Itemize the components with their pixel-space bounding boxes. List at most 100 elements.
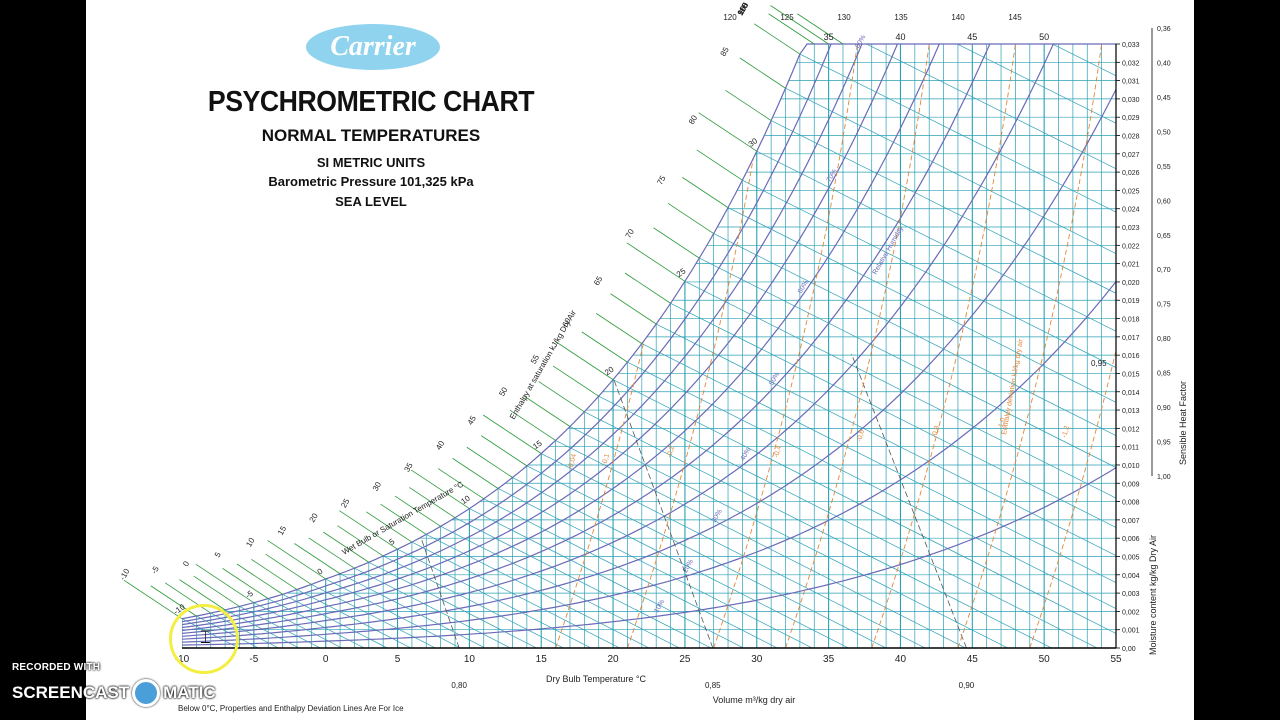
watermark-left: SCREENCAST bbox=[12, 683, 130, 702]
enthalpy-guide-line bbox=[466, 446, 513, 478]
y-tick-label: 0,027 bbox=[1122, 152, 1140, 159]
shf-tick-label: 0,55 bbox=[1157, 164, 1171, 171]
y-tick-label: 0,013 bbox=[1122, 408, 1140, 415]
cursor-highlight bbox=[169, 604, 239, 674]
enthalpy-guide-line bbox=[294, 543, 341, 575]
enthalpy-guide-line bbox=[339, 510, 398, 550]
psychrometric-chart: -10 -505101520253035404550556065707580859… bbox=[118, 1, 1188, 713]
y-tick-label: 0,031 bbox=[1122, 79, 1140, 86]
enthalpy-deviation-label: -0,2 bbox=[666, 445, 676, 459]
shf-axis-label: Sensible Heat Factor bbox=[1178, 381, 1188, 465]
enthalpy-guide-line bbox=[667, 202, 714, 234]
x-tick-label: 30 bbox=[751, 654, 763, 665]
relative-humidity-curve bbox=[182, 44, 1116, 629]
shf-tick-label: 0,60 bbox=[1157, 198, 1171, 205]
enthalpy-guide-line bbox=[653, 227, 700, 259]
top-x-tick-label: 45 bbox=[967, 32, 977, 42]
enthalpy-guide-line bbox=[251, 558, 298, 590]
enthalpy-tick-label: 85 bbox=[719, 45, 732, 58]
x-tick-label: 35 bbox=[823, 654, 835, 665]
enthalpy-top-label: 125 bbox=[780, 13, 794, 22]
enthalpy-tick-label: -5 bbox=[150, 564, 162, 575]
volume-line bbox=[597, 336, 714, 648]
rh-label: 10% bbox=[653, 599, 666, 615]
wet-bulb-line bbox=[555, 440, 966, 648]
carrier-logo: Carrier bbox=[306, 24, 440, 70]
shf-tick-label: 0,70 bbox=[1157, 267, 1171, 274]
wet-bulb-line bbox=[541, 453, 926, 648]
enthalpy-guide-line bbox=[411, 469, 470, 509]
enthalpy-tick-label: 25 bbox=[339, 497, 352, 510]
wet-bulb-line bbox=[656, 323, 1116, 648]
enthalpy-guide-line bbox=[682, 177, 729, 208]
enthalpy-guide-line bbox=[754, 23, 801, 55]
enthalpy-guide-line bbox=[482, 414, 542, 454]
enthalpy-tick-label: 20 bbox=[308, 511, 321, 524]
enthalpy-guide-line bbox=[193, 575, 240, 607]
enthalpy-top-label: 120 bbox=[723, 13, 737, 22]
x-tick-label: 5 bbox=[395, 654, 401, 665]
enthalpy-tick-label: 15 bbox=[276, 524, 289, 537]
enthalpy-tick-label: 30 bbox=[371, 480, 384, 493]
y-tick-label: 0,028 bbox=[1122, 134, 1140, 141]
wet-bulb-line bbox=[325, 578, 461, 648]
top-x-tick-label: 50 bbox=[1039, 32, 1049, 42]
enthalpy-guide-line bbox=[552, 365, 599, 397]
enthalpy-top-label: 145 bbox=[1008, 13, 1022, 22]
enthalpy-guide-line bbox=[524, 395, 571, 427]
y-tick-label: 0,017 bbox=[1122, 335, 1140, 342]
enthalpy-guide-line bbox=[437, 468, 484, 500]
enthalpy-guide-line bbox=[768, 13, 815, 45]
wet-bulb-axis-label: Wet Bulb or Saturation Temperature °C bbox=[341, 480, 466, 557]
y-tick-label: 0,011 bbox=[1122, 445, 1139, 452]
enthalpy-guide-line bbox=[366, 511, 413, 543]
y-tick-label: 0,009 bbox=[1122, 481, 1140, 488]
enthalpy-tick-label: 115 bbox=[736, 1, 750, 17]
wet-bulb-line bbox=[569, 426, 1008, 648]
shf-tick-label: 0,75 bbox=[1157, 302, 1171, 309]
y-tick-label: 0,008 bbox=[1122, 500, 1140, 507]
x-tick-label: -5 bbox=[249, 654, 258, 665]
wet-bulb-line bbox=[770, 120, 1116, 648]
relative-humidity-curve bbox=[182, 281, 1116, 643]
wet-bulb-line bbox=[727, 207, 1116, 648]
enthalpy-deviation-axis-label: Enthalpy deviation kJ/kg dry air bbox=[1001, 338, 1025, 435]
enthalpy-tick-label: 75 bbox=[655, 174, 668, 187]
y-tick-label: 0,002 bbox=[1122, 609, 1140, 616]
y-tick-label: 0,024 bbox=[1122, 207, 1140, 214]
footnote: Below 0°C, Properties and Enthalpy Devia… bbox=[178, 704, 404, 713]
enthalpy-guide-line bbox=[797, 13, 844, 45]
enthalpy-guide-line bbox=[595, 313, 643, 344]
enthalpy-guide-line bbox=[554, 340, 614, 380]
wet-bulb-line bbox=[612, 379, 1116, 648]
enthalpy-guide-line bbox=[123, 579, 183, 620]
volume-tick-label: 0,80 bbox=[451, 681, 467, 690]
wet-bulb-tick-label: 5 bbox=[388, 537, 397, 547]
enthalpy-guide-line bbox=[380, 503, 427, 535]
enthalpy-tick-label: 0 bbox=[181, 559, 191, 568]
shf-tick-label: 0,36 bbox=[1157, 26, 1171, 33]
x-tick-label: 50 bbox=[1039, 654, 1051, 665]
x-tick-label: 25 bbox=[679, 654, 691, 665]
enthalpy-scale-label: Enthalpy at saturation kJ/kg Dry Air bbox=[508, 308, 578, 421]
y-tick-label: 0,001 bbox=[1122, 628, 1140, 635]
volume-line bbox=[851, 353, 967, 648]
x-tick-label: 0 bbox=[323, 654, 329, 665]
watermark-brand: SCREENCAST MATIC bbox=[12, 679, 216, 707]
enthalpy-deviation-label: -0,6 bbox=[856, 429, 866, 443]
enthalpy-tick-label: 70 bbox=[624, 227, 637, 240]
enthalpy-top-label: 135 bbox=[894, 13, 908, 22]
enthalpy-guide-line bbox=[538, 381, 585, 413]
wet-bulb-line bbox=[411, 541, 620, 648]
y-tick-label: 0,007 bbox=[1122, 518, 1140, 525]
top-x-tick-label: 35 bbox=[824, 32, 834, 42]
enthalpy-guide-line bbox=[265, 553, 312, 585]
shf-tick-label: 0,80 bbox=[1157, 336, 1171, 343]
enthalpy-guide-line bbox=[480, 435, 528, 467]
shf-tick-label: 0,85 bbox=[1157, 371, 1171, 378]
volume-tick-label: 0,85 bbox=[705, 681, 721, 690]
y-tick-label: 0,022 bbox=[1122, 243, 1140, 250]
enthalpy-guide-line bbox=[322, 531, 370, 563]
y-tick-label: 0,023 bbox=[1122, 225, 1140, 232]
enthalpy-guide-line bbox=[452, 457, 499, 489]
